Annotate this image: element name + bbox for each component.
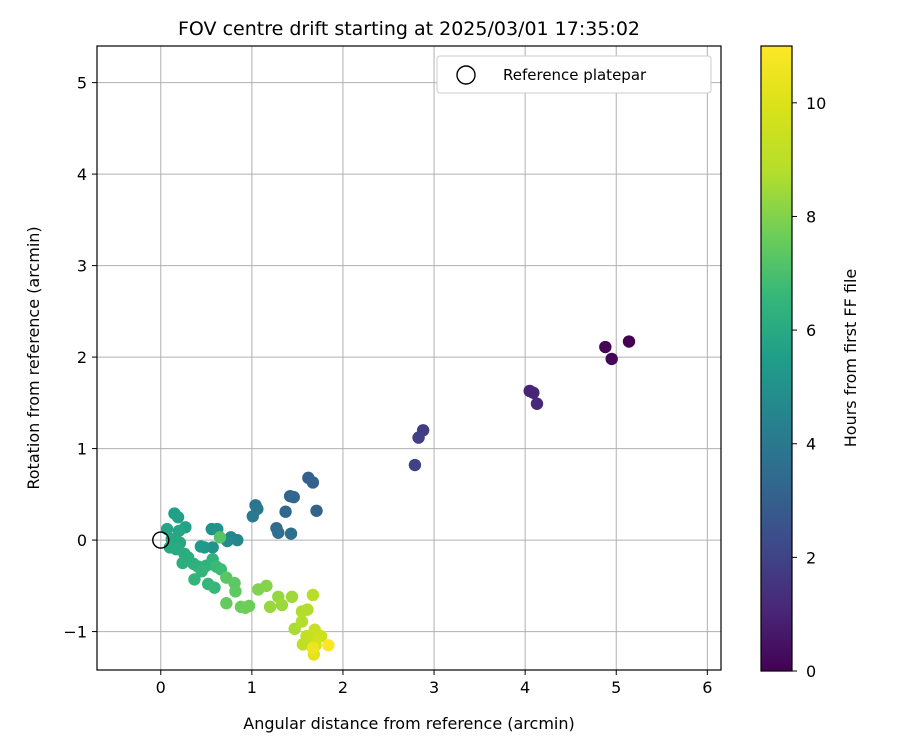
data-point [310,504,323,517]
colorbar-tick-label: 2 [806,548,816,567]
colorbar-tick-label: 10 [806,94,826,113]
data-point [622,335,636,348]
data-point [263,600,277,614]
data-point [287,490,300,504]
data-point [208,581,221,594]
plot-area-frame [96,45,722,671]
x-tick-label: 1 [247,678,257,697]
y-axis-ticks: −1 0 1 2 3 4 5 [63,74,97,642]
legend-label: Reference platepar [503,66,647,84]
colorbar-gradient [760,45,793,672]
data-point [314,629,328,643]
data-point [306,641,320,655]
data-point [260,579,273,593]
data-point [213,531,227,544]
colorbar-tick-label: 6 [806,321,816,340]
y-tick-label: 1 [77,440,87,459]
data-point [171,511,185,524]
data-point [195,564,208,578]
y-tick-label: 0 [77,531,87,550]
data-point [229,585,242,598]
data-point [295,615,309,628]
x-axis-label: Angular distance from reference (arcmin) [243,714,574,733]
colorbar-tick-label: 0 [806,662,816,681]
legend-marker [456,65,476,85]
data-point [301,603,314,616]
x-tick-label: 2 [338,678,348,697]
data-point [194,540,208,553]
data-point [322,639,335,652]
data-point [285,590,299,604]
data-point [530,397,544,410]
x-tick-label: 4 [520,678,530,697]
data-point [239,601,252,614]
data-point [412,431,425,444]
data-point [599,340,612,354]
data-point [527,386,540,399]
y-axis-label: Rotation from reference (arcmin) [24,226,43,489]
y-tick-label: −1 [63,623,87,642]
data-point [279,505,292,518]
x-tick-label: 5 [611,678,621,697]
data-point [188,573,201,586]
data-points [160,335,636,661]
chart-title: FOV centre drift starting at 2025/03/01 … [178,18,640,40]
x-tick-label: 3 [429,678,439,697]
colorbar-label: Hours from first FF file [841,269,860,448]
data-point [408,458,422,472]
x-axis-ticks: 0 1 2 3 4 5 6 [156,670,712,697]
data-point [272,526,285,539]
reference-point-marker [152,531,170,549]
data-point [246,510,259,523]
data-point [231,533,244,547]
colorbar-tick-label: 8 [806,207,816,226]
legend: Reference platepar [436,55,712,94]
data-point [306,476,320,489]
data-point [275,598,289,612]
data-point [172,524,186,538]
data-point [220,597,233,610]
y-tick-label: 2 [77,348,87,367]
x-tick-label: 6 [702,678,712,697]
data-point [284,527,298,540]
data-point [605,352,618,366]
x-tick-label: 0 [156,678,166,697]
y-tick-label: 3 [77,257,87,276]
y-tick-label: 4 [77,165,87,184]
colorbar: 0 2 4 6 8 10 Hours from first FF file [760,45,860,681]
colorbar-ticks: 0 2 4 6 8 10 [792,94,826,681]
legend-box [436,55,712,94]
data-point [306,588,320,602]
y-tick-label: 5 [77,74,87,93]
colorbar-tick-label: 4 [806,435,816,454]
data-point [176,556,189,570]
